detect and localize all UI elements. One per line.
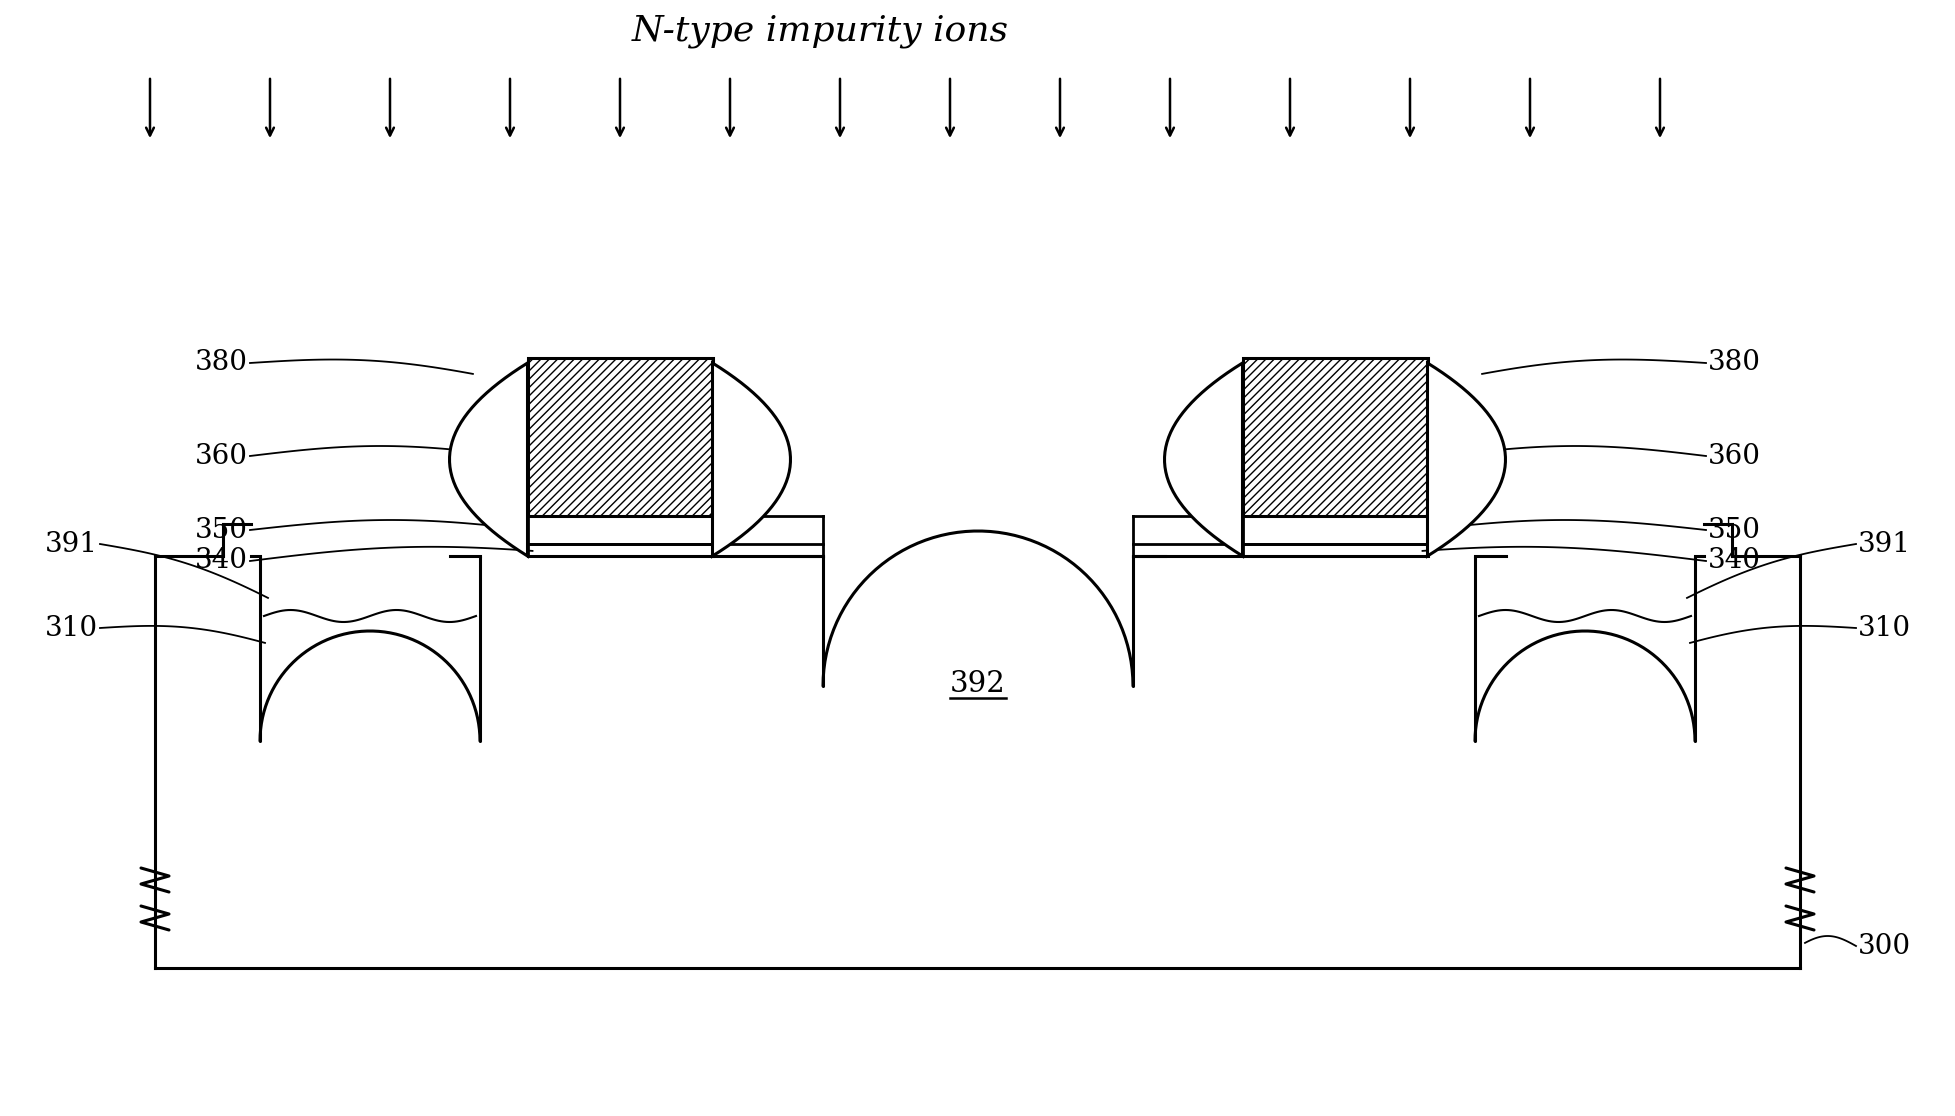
- Text: 380: 380: [196, 349, 248, 376]
- Text: 380: 380: [1707, 349, 1760, 376]
- Text: 391: 391: [45, 530, 98, 558]
- Text: 340: 340: [196, 548, 248, 575]
- Text: 300: 300: [1857, 933, 1910, 960]
- Text: 392: 392: [950, 671, 1005, 699]
- Text: 350: 350: [1707, 517, 1760, 543]
- Text: 360: 360: [196, 443, 248, 470]
- Text: 391: 391: [1857, 530, 1910, 558]
- Polygon shape: [528, 358, 712, 516]
- Polygon shape: [1163, 363, 1241, 556]
- Polygon shape: [712, 363, 790, 556]
- Polygon shape: [1427, 363, 1505, 556]
- Text: N-type impurity ions: N-type impurity ions: [631, 15, 1009, 48]
- Text: 310: 310: [1857, 615, 1910, 642]
- Polygon shape: [450, 363, 528, 556]
- Text: 310: 310: [45, 615, 98, 642]
- Text: 340: 340: [1707, 548, 1760, 575]
- Text: 360: 360: [1707, 443, 1760, 470]
- Polygon shape: [1241, 358, 1427, 516]
- Text: 350: 350: [196, 517, 248, 543]
